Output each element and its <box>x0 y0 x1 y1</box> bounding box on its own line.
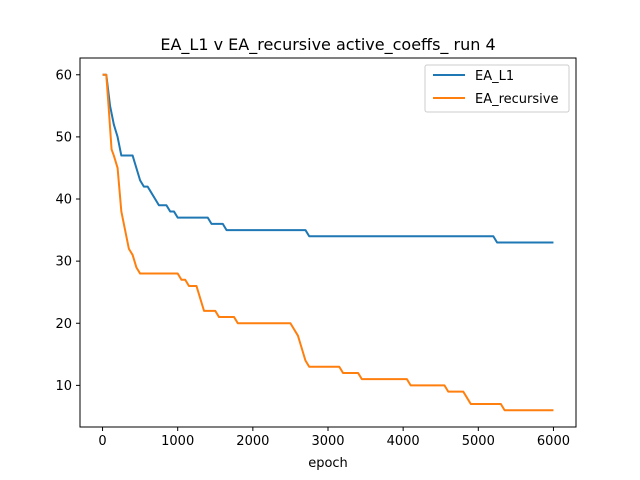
x-tick-label: 1000 <box>161 434 194 449</box>
series-layer <box>102 73 554 412</box>
x-tick-label: 6000 <box>537 434 570 449</box>
x-tick-label: 2000 <box>236 434 269 449</box>
x-tick-label: 3000 <box>311 434 344 449</box>
legend: EA_L1 EA_recursive <box>424 64 570 113</box>
y-tick-label: 30 <box>55 255 72 270</box>
x-tick-label: 5000 <box>462 434 495 449</box>
x-axis: 0 1000 2000 3000 4000 5000 6000 <box>98 427 570 449</box>
y-axis: 10 20 30 40 50 60 <box>55 68 80 394</box>
y-tick-label: 20 <box>55 317 72 332</box>
legend-label-ea-l1: EA_L1 <box>475 69 514 84</box>
legend-box <box>424 64 570 113</box>
legend-label-ea-recursive: EA_recursive <box>475 92 558 107</box>
y-tick-label: 50 <box>55 130 72 145</box>
series-line-ea-l1 <box>102 73 554 244</box>
x-tick-label: 4000 <box>387 434 420 449</box>
y-tick-label: 60 <box>55 68 72 83</box>
series-line-ea-recursive <box>102 73 554 412</box>
chart-title: EA_L1 v EA_recursive active_coeffs_ run … <box>160 35 495 55</box>
x-tick-label: 0 <box>98 434 106 449</box>
y-tick-label: 40 <box>55 193 72 208</box>
x-axis-label: epoch <box>308 456 348 471</box>
y-tick-label: 10 <box>55 379 72 394</box>
